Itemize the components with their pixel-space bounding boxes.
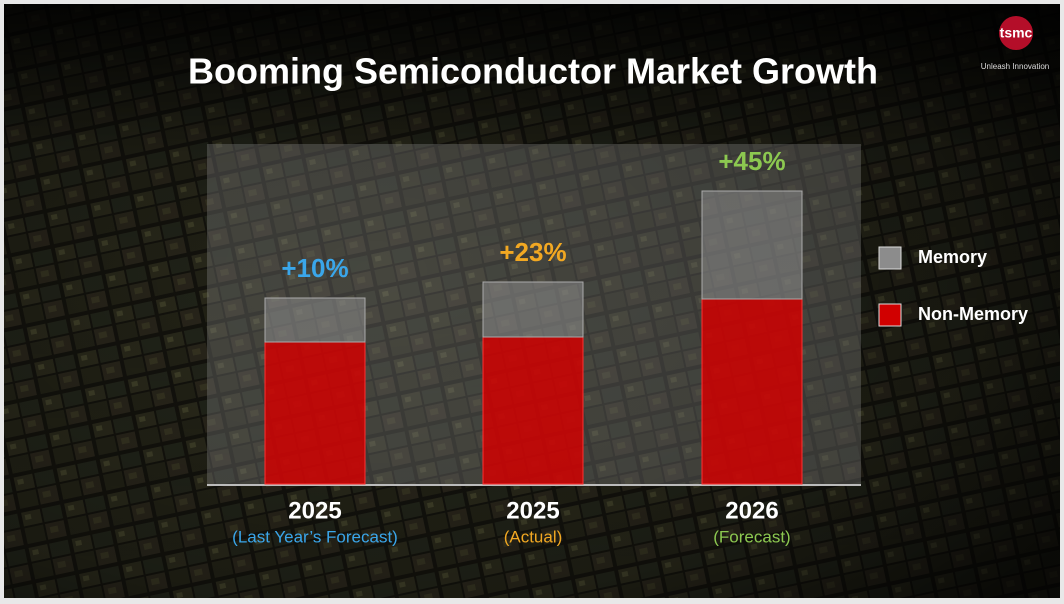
growth-label: +10%	[281, 253, 348, 283]
logo: tsmc	[1000, 25, 1033, 41]
x-tick-label: 2025	[288, 497, 341, 524]
bar-segment	[482, 336, 584, 485]
x-sub-label: (Last Year’s Forecast)	[232, 527, 398, 546]
logo-mark	[999, 16, 1033, 50]
legend-label: Non-Memory	[918, 304, 1028, 324]
bar-segment	[264, 297, 366, 343]
x-sub-label: (Actual)	[504, 527, 563, 546]
growth-label: +23%	[499, 237, 566, 267]
x-tick-label: 2026	[725, 497, 778, 524]
bar-segment	[701, 298, 803, 485]
chart: +10% 2025 (Last Year’s Forecast) +23% 2025 (A…	[232, 146, 1028, 547]
legend-swatch	[878, 246, 902, 270]
bar-segment	[701, 190, 803, 300]
growth-label: +45%	[718, 146, 785, 176]
slide-title: Booming Semiconductor Market Growth	[188, 51, 878, 92]
legend-swatch	[878, 303, 902, 327]
tagline: Unleash Innovation	[981, 62, 1050, 71]
bar-segment	[264, 341, 366, 485]
legend-label: Memory	[918, 247, 987, 267]
x-sub-label: (Forecast)	[713, 527, 790, 546]
x-tick-label: 2025	[506, 497, 559, 524]
bar-segment	[482, 281, 584, 338]
